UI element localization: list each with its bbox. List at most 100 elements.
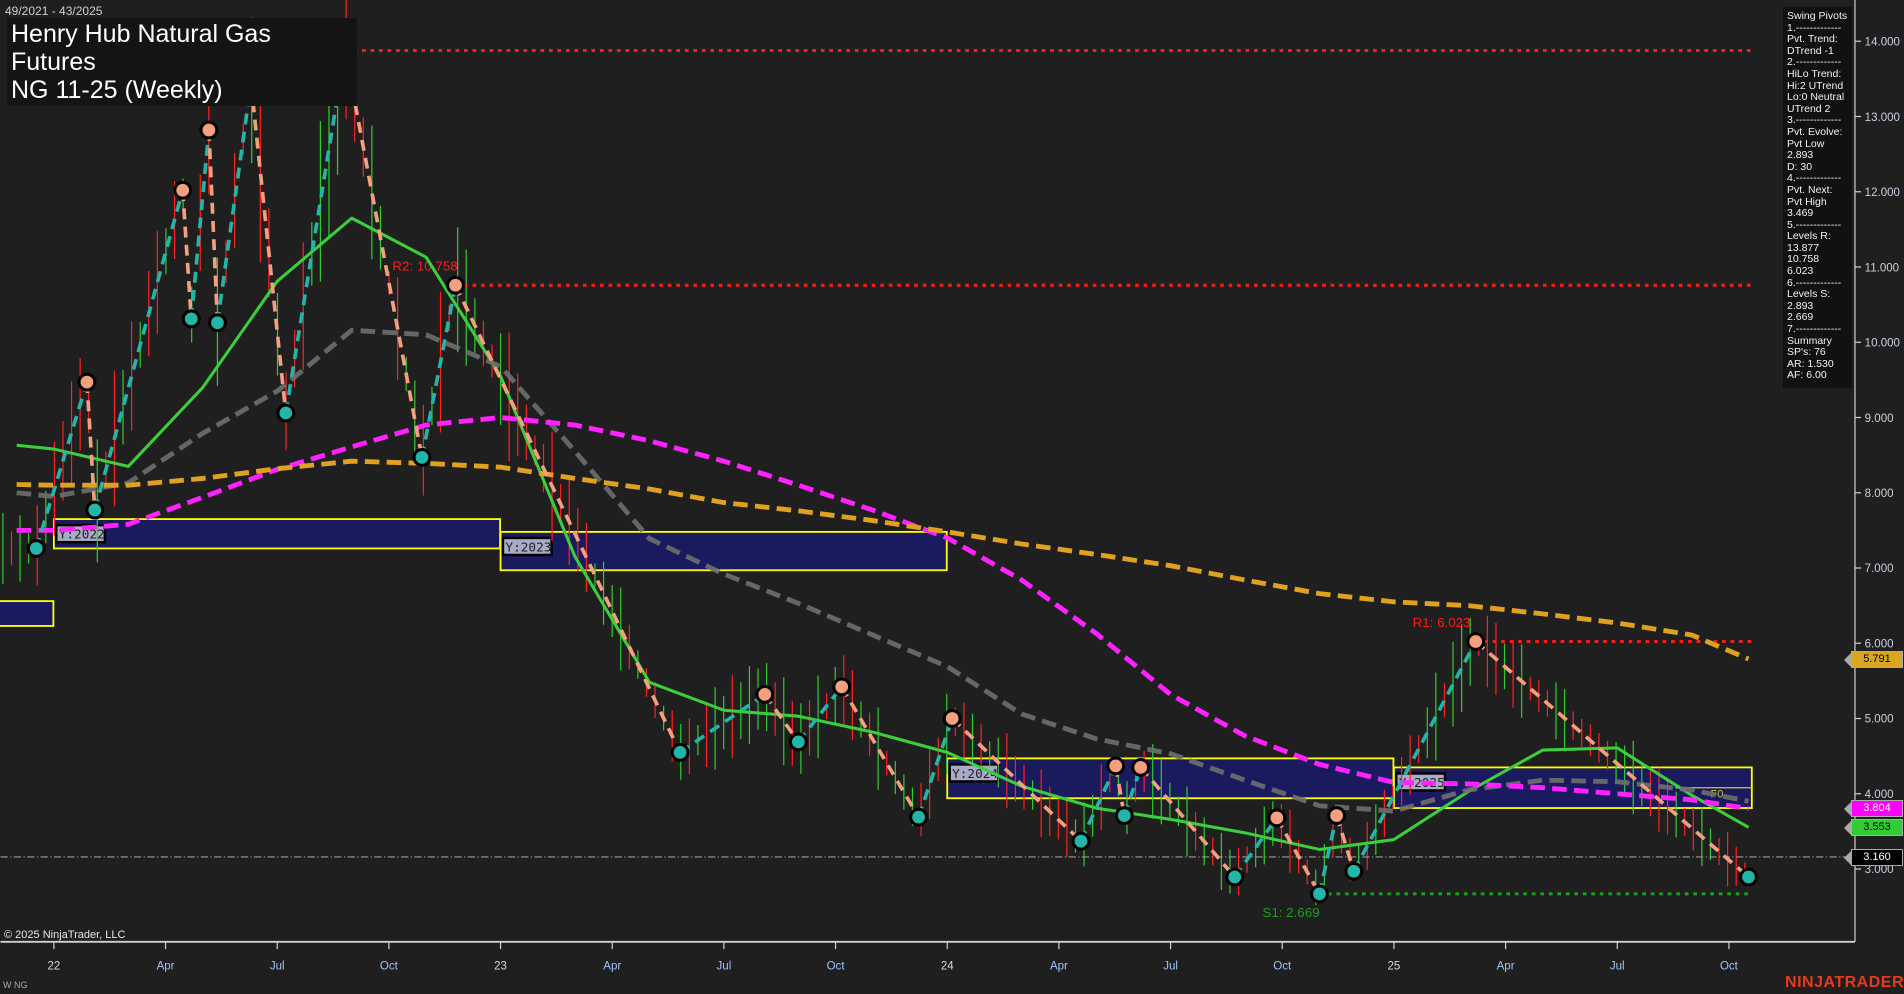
price-tick-label: 10.000: [1865, 338, 1900, 350]
time-tick-label: Apr: [157, 961, 175, 973]
time-tick-label: Apr: [603, 961, 621, 973]
zigzag-leg: [1317, 815, 1339, 895]
pivot-high-marker: [1327, 806, 1347, 825]
time-tick-label: 24: [941, 961, 954, 973]
time-tick-label: Apr: [1497, 961, 1515, 973]
resistance-level-label: R1: 6.023: [1413, 615, 1471, 630]
price-tag: 5.791: [1844, 650, 1903, 668]
price-tick-label: 11.000: [1865, 262, 1899, 274]
info-line: 3.469: [1787, 208, 1814, 220]
fib-label: F0: [1711, 788, 1724, 800]
zigzag-leg: [453, 284, 682, 754]
info-line: Levels R:: [1787, 231, 1831, 243]
price-tick-label: 8.000: [1865, 488, 1894, 500]
time-tick-label: Oct: [380, 961, 399, 973]
swing-pivot-markers: [26, 41, 1758, 904]
price-tick-label: 4.000: [1865, 789, 1894, 801]
ninjatrader-logo: NINJATRADER: [1785, 974, 1904, 991]
zigzag-leg: [950, 717, 1083, 843]
zigzag-leg: [189, 129, 211, 320]
price-tick-label: 12.000: [1865, 187, 1900, 199]
info-line: 2.893: [1787, 300, 1814, 312]
info-line: 2.669: [1787, 312, 1814, 324]
pivot-low-marker: [208, 313, 227, 333]
time-tick-label: 22: [47, 961, 60, 973]
time-tick-label: Oct: [1273, 961, 1292, 973]
zigzag-leg: [840, 685, 921, 818]
pivot-high-marker: [1466, 632, 1486, 651]
price-tick-label: 3.000: [1865, 864, 1894, 876]
price-tick-label: 14.000: [1865, 37, 1900, 49]
zigzag-leg: [85, 382, 97, 511]
time-tick-label: Oct: [1720, 961, 1739, 973]
swing-zigzag: [34, 50, 1750, 895]
time-tick-label: Apr: [1050, 961, 1068, 973]
copyright: © 2025 NinjaTrader, LLC: [4, 929, 126, 941]
zigzag-leg: [215, 83, 253, 323]
pivot-high-marker: [173, 180, 193, 200]
pivot-high-marker: [77, 372, 97, 392]
info-line: Levels S:: [1787, 289, 1831, 301]
time-tick-label: Oct: [827, 961, 846, 973]
info-line: Pvt. Evolve:: [1787, 126, 1843, 138]
price-tag: 3.553: [1844, 819, 1903, 837]
zigzag-leg: [1079, 765, 1118, 842]
zigzag-leg: [180, 190, 194, 320]
info-line: 7.-------------: [1787, 324, 1842, 336]
year-box: [52, 518, 501, 550]
zigzag-leg: [1275, 816, 1322, 895]
year-box: [0, 600, 55, 627]
pivot-low-marker: [276, 403, 296, 423]
info-line: Swing Pivots: [1787, 11, 1848, 22]
year-box-label: Y:2024: [952, 767, 998, 782]
swing-pivots-panel: Swing Pivots 1.------------- Pvt. Trend: DT…: [1783, 7, 1852, 388]
year-box: [499, 530, 948, 572]
ma_long-line: [16, 458, 1750, 662]
zigzag-leg: [1334, 815, 1356, 872]
zigzag-leg: [34, 381, 89, 549]
zigzag-leg: [796, 685, 844, 743]
pivot-high-marker: [1106, 756, 1126, 776]
price-tick-label: 6.000: [1865, 638, 1894, 650]
info-line: Summary: [1787, 335, 1832, 347]
zigzag-leg: [93, 189, 185, 511]
info-line: Lo:0 Neutral: [1787, 92, 1845, 104]
price-tick-label: 13.000: [1865, 112, 1900, 124]
pivot-high-marker: [199, 120, 219, 140]
pivot-high-marker: [1267, 808, 1287, 828]
pivot-low-marker: [1225, 867, 1245, 887]
zigzag-leg: [1233, 816, 1279, 879]
pivot-low-marker: [1114, 806, 1134, 825]
zigzag-leg: [679, 692, 766, 754]
info-line: DTrend -1: [1787, 45, 1834, 57]
title-line-2: NG 11-25 (Weekly): [11, 76, 223, 104]
pivot-low-marker: [26, 539, 46, 558]
pivot-high-marker: [446, 275, 465, 295]
info-line: Pvt High: [1787, 196, 1827, 208]
zigzag-leg: [343, 50, 424, 458]
zigzag-leg: [207, 129, 220, 323]
zigzag-leg: [1139, 766, 1237, 879]
pivot-low-marker: [909, 807, 928, 827]
zigzag-leg: [249, 83, 288, 414]
info-line: HiLo Trend:: [1787, 68, 1842, 80]
pivot-low-marker: [670, 742, 690, 762]
info-line: 2.893: [1787, 150, 1814, 162]
price-tick-label: 9.000: [1865, 413, 1894, 425]
time-tick-label: Jul: [1163, 961, 1178, 973]
time-tick-label: 23: [494, 961, 507, 973]
title-line-1: Henry Hub Natural Gas Futures: [11, 20, 271, 76]
pivot-low-marker: [1071, 831, 1091, 851]
pivot-low-marker: [1310, 884, 1329, 904]
pivot-low-marker: [1739, 867, 1758, 887]
ma_slow-line: [16, 415, 1749, 811]
pivot-low-marker: [788, 732, 808, 752]
zigzag-leg: [1474, 640, 1750, 879]
pivot-high-marker: [942, 709, 962, 728]
axes[interactable]: 3.000 4.000 5.000 6.000 7.000 8.000 9.000 10.00…: [0, 0, 1900, 973]
info-line: Pvt. Next:: [1787, 184, 1833, 196]
zigzag-leg: [420, 284, 458, 458]
zigzag-leg: [763, 693, 800, 743]
